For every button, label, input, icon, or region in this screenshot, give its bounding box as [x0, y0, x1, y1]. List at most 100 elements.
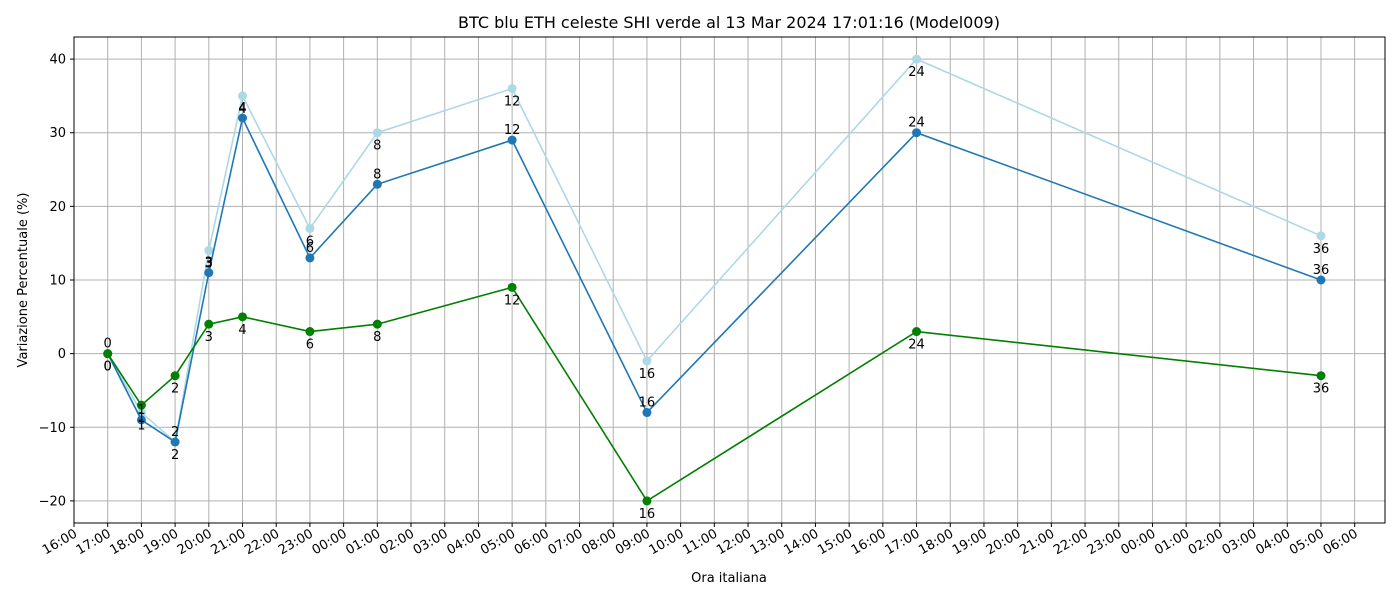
- x-tick-label: 02:00: [377, 526, 417, 558]
- data-label: 1: [137, 419, 145, 434]
- x-tick-label: 07:00: [546, 526, 586, 558]
- data-label: 0: [104, 337, 112, 352]
- x-tick-label: 05:00: [1287, 526, 1327, 558]
- data-label: 6: [306, 234, 314, 249]
- x-tick-label: 20:00: [984, 526, 1024, 558]
- data-point: [1316, 371, 1326, 381]
- data-point: [642, 408, 652, 418]
- data-label: 36: [1313, 263, 1330, 278]
- data-label: 1: [137, 411, 145, 426]
- x-tick-label: 06:00: [1321, 526, 1361, 558]
- x-tick-label: 18:00: [916, 526, 956, 558]
- data-point: [305, 327, 315, 337]
- data-point: [305, 223, 315, 233]
- data-label: 24: [908, 338, 925, 353]
- y-tick-label: 10: [49, 274, 66, 289]
- data-point: [507, 282, 517, 292]
- data-point: [642, 496, 652, 506]
- y-tick-label: 30: [49, 126, 66, 141]
- data-label: 24: [908, 65, 925, 80]
- data-label: 24: [908, 116, 925, 131]
- data-point: [507, 135, 517, 145]
- y-tick-label: 0: [58, 347, 66, 362]
- x-tick-label: 21:00: [1017, 526, 1057, 558]
- data-label: 36: [1313, 242, 1330, 257]
- x-tick-label: 17:00: [74, 526, 114, 558]
- x-tick-label: 08:00: [579, 526, 619, 558]
- data-point: [170, 371, 180, 381]
- data-point: [372, 179, 382, 189]
- x-tick-label: 05:00: [478, 526, 518, 558]
- data-label: 8: [373, 139, 381, 154]
- x-tick-label: 11:00: [680, 526, 720, 558]
- x-tick-label: 03:00: [411, 526, 451, 558]
- x-tick-label: 16:00: [849, 526, 889, 558]
- x-tick-label: 00:00: [310, 526, 350, 558]
- x-tick-label: 14:00: [781, 526, 821, 558]
- y-tick-label: 40: [49, 53, 66, 68]
- grid: [73, 37, 1385, 523]
- x-tick-label: 20:00: [175, 526, 215, 558]
- data-label: 3: [205, 257, 213, 272]
- x-axis-label: Ora italiana: [691, 571, 767, 586]
- x-tick-label: 02:00: [1186, 526, 1226, 558]
- data-label: 16: [639, 367, 656, 382]
- data-label: 0: [104, 360, 112, 375]
- data-label: 1: [137, 403, 145, 418]
- data-point: [372, 319, 382, 329]
- x-tick-label: 09:00: [613, 526, 653, 558]
- series-layer: [103, 54, 1326, 506]
- data-point: [305, 253, 315, 263]
- y-tick-label: −10: [39, 421, 66, 436]
- x-tick-label: 04:00: [444, 526, 484, 558]
- data-label: 36: [1313, 382, 1330, 397]
- data-point: [1316, 231, 1326, 241]
- data-label: 4: [238, 102, 246, 117]
- x-tick-label: 21:00: [209, 526, 249, 558]
- data-point: [912, 327, 922, 337]
- y-tick-label: −20: [39, 494, 66, 509]
- data-point: [507, 84, 517, 94]
- x-axis: 16:0017:0018:0019:0020:0021:0022:0023:00…: [40, 523, 1361, 558]
- data-label: 8: [373, 167, 381, 182]
- y-axis-label: Variazione Percentuale (%): [16, 193, 31, 368]
- data-point: [642, 356, 652, 366]
- x-tick-label: 19:00: [141, 526, 181, 558]
- data-point: [238, 312, 248, 322]
- x-tick-label: 04:00: [1253, 526, 1293, 558]
- y-tick-label: 20: [49, 200, 66, 215]
- x-tick-label: 13:00: [748, 526, 788, 558]
- data-point: [238, 113, 248, 123]
- data-label: 6: [306, 338, 314, 353]
- x-tick-label: 15:00: [815, 526, 855, 558]
- data-point: [136, 415, 146, 425]
- data-point: [1316, 275, 1326, 285]
- x-tick-label: 06:00: [512, 526, 552, 558]
- data-label: 12: [504, 95, 521, 110]
- data-label: 16: [639, 507, 656, 522]
- data-label: 12: [504, 293, 521, 308]
- x-tick-label: 01:00: [343, 526, 383, 558]
- data-label: 3: [205, 256, 213, 271]
- data-label: 3: [205, 330, 213, 345]
- data-label: 6: [306, 241, 314, 256]
- x-tick-label: 01:00: [1152, 526, 1192, 558]
- data-label: 8: [373, 330, 381, 345]
- data-point: [372, 128, 382, 138]
- x-tick-label: 12:00: [714, 526, 754, 558]
- y-axis: −20 −10 0 10 20 30 40: [39, 53, 74, 509]
- data-label: 2: [171, 425, 179, 440]
- x-tick-label: 22:00: [242, 526, 282, 558]
- data-point: [136, 400, 146, 410]
- data-label: 16: [639, 396, 656, 411]
- data-label: 4: [238, 323, 246, 338]
- data-label: 2: [171, 448, 179, 463]
- data-label: 4: [238, 101, 246, 116]
- data-label: 2: [171, 382, 179, 397]
- x-tick-label: 10:00: [647, 526, 687, 558]
- data-point: [912, 128, 922, 138]
- data-point: [204, 319, 214, 329]
